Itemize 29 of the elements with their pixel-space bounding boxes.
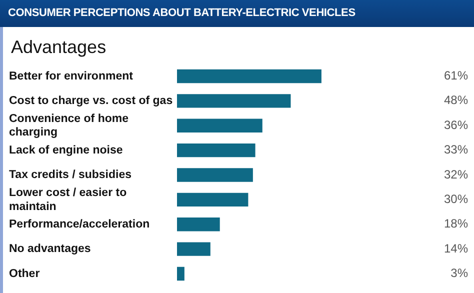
bar [177,266,184,281]
data-label: 18% [444,216,468,231]
y-tick-label: Performance/acceleration [9,218,150,231]
y-tick-label: Other [9,268,40,280]
bar [177,94,291,108]
y-tick-label: Lack of engine noise [9,144,123,156]
y-tick-label: No advantages [9,243,91,256]
data-label: 61% [444,68,468,83]
data-label: 30% [444,192,468,206]
data-label: 36% [444,118,468,132]
data-label: 32% [444,167,468,182]
bar [177,69,322,84]
bar [177,168,253,182]
chart-title: CONSUMER PERCEPTIONS ABOUT BATTERY-ELECTRIC VEHICLES [0,0,474,27]
chart-subtitle: Advantages [10,36,108,57]
bar [177,242,210,256]
bar [177,118,262,132]
bar [177,192,248,207]
y-tick-label: Tax credits / subsidies [9,169,132,182]
data-label: 14% [444,241,468,256]
data-label: 33% [444,142,468,157]
data-label: 3% [450,266,468,280]
data-label: 48% [444,93,468,108]
y-tick-label: Cost to charge vs. cost of gas [9,95,173,108]
y-tick-label: Convenience of home charging [9,112,128,139]
bar [177,143,256,158]
bar [177,218,220,232]
y-tick-label: Lower cost / easier to maintain [9,186,127,213]
y-tick-label: Better for environment [9,70,134,82]
